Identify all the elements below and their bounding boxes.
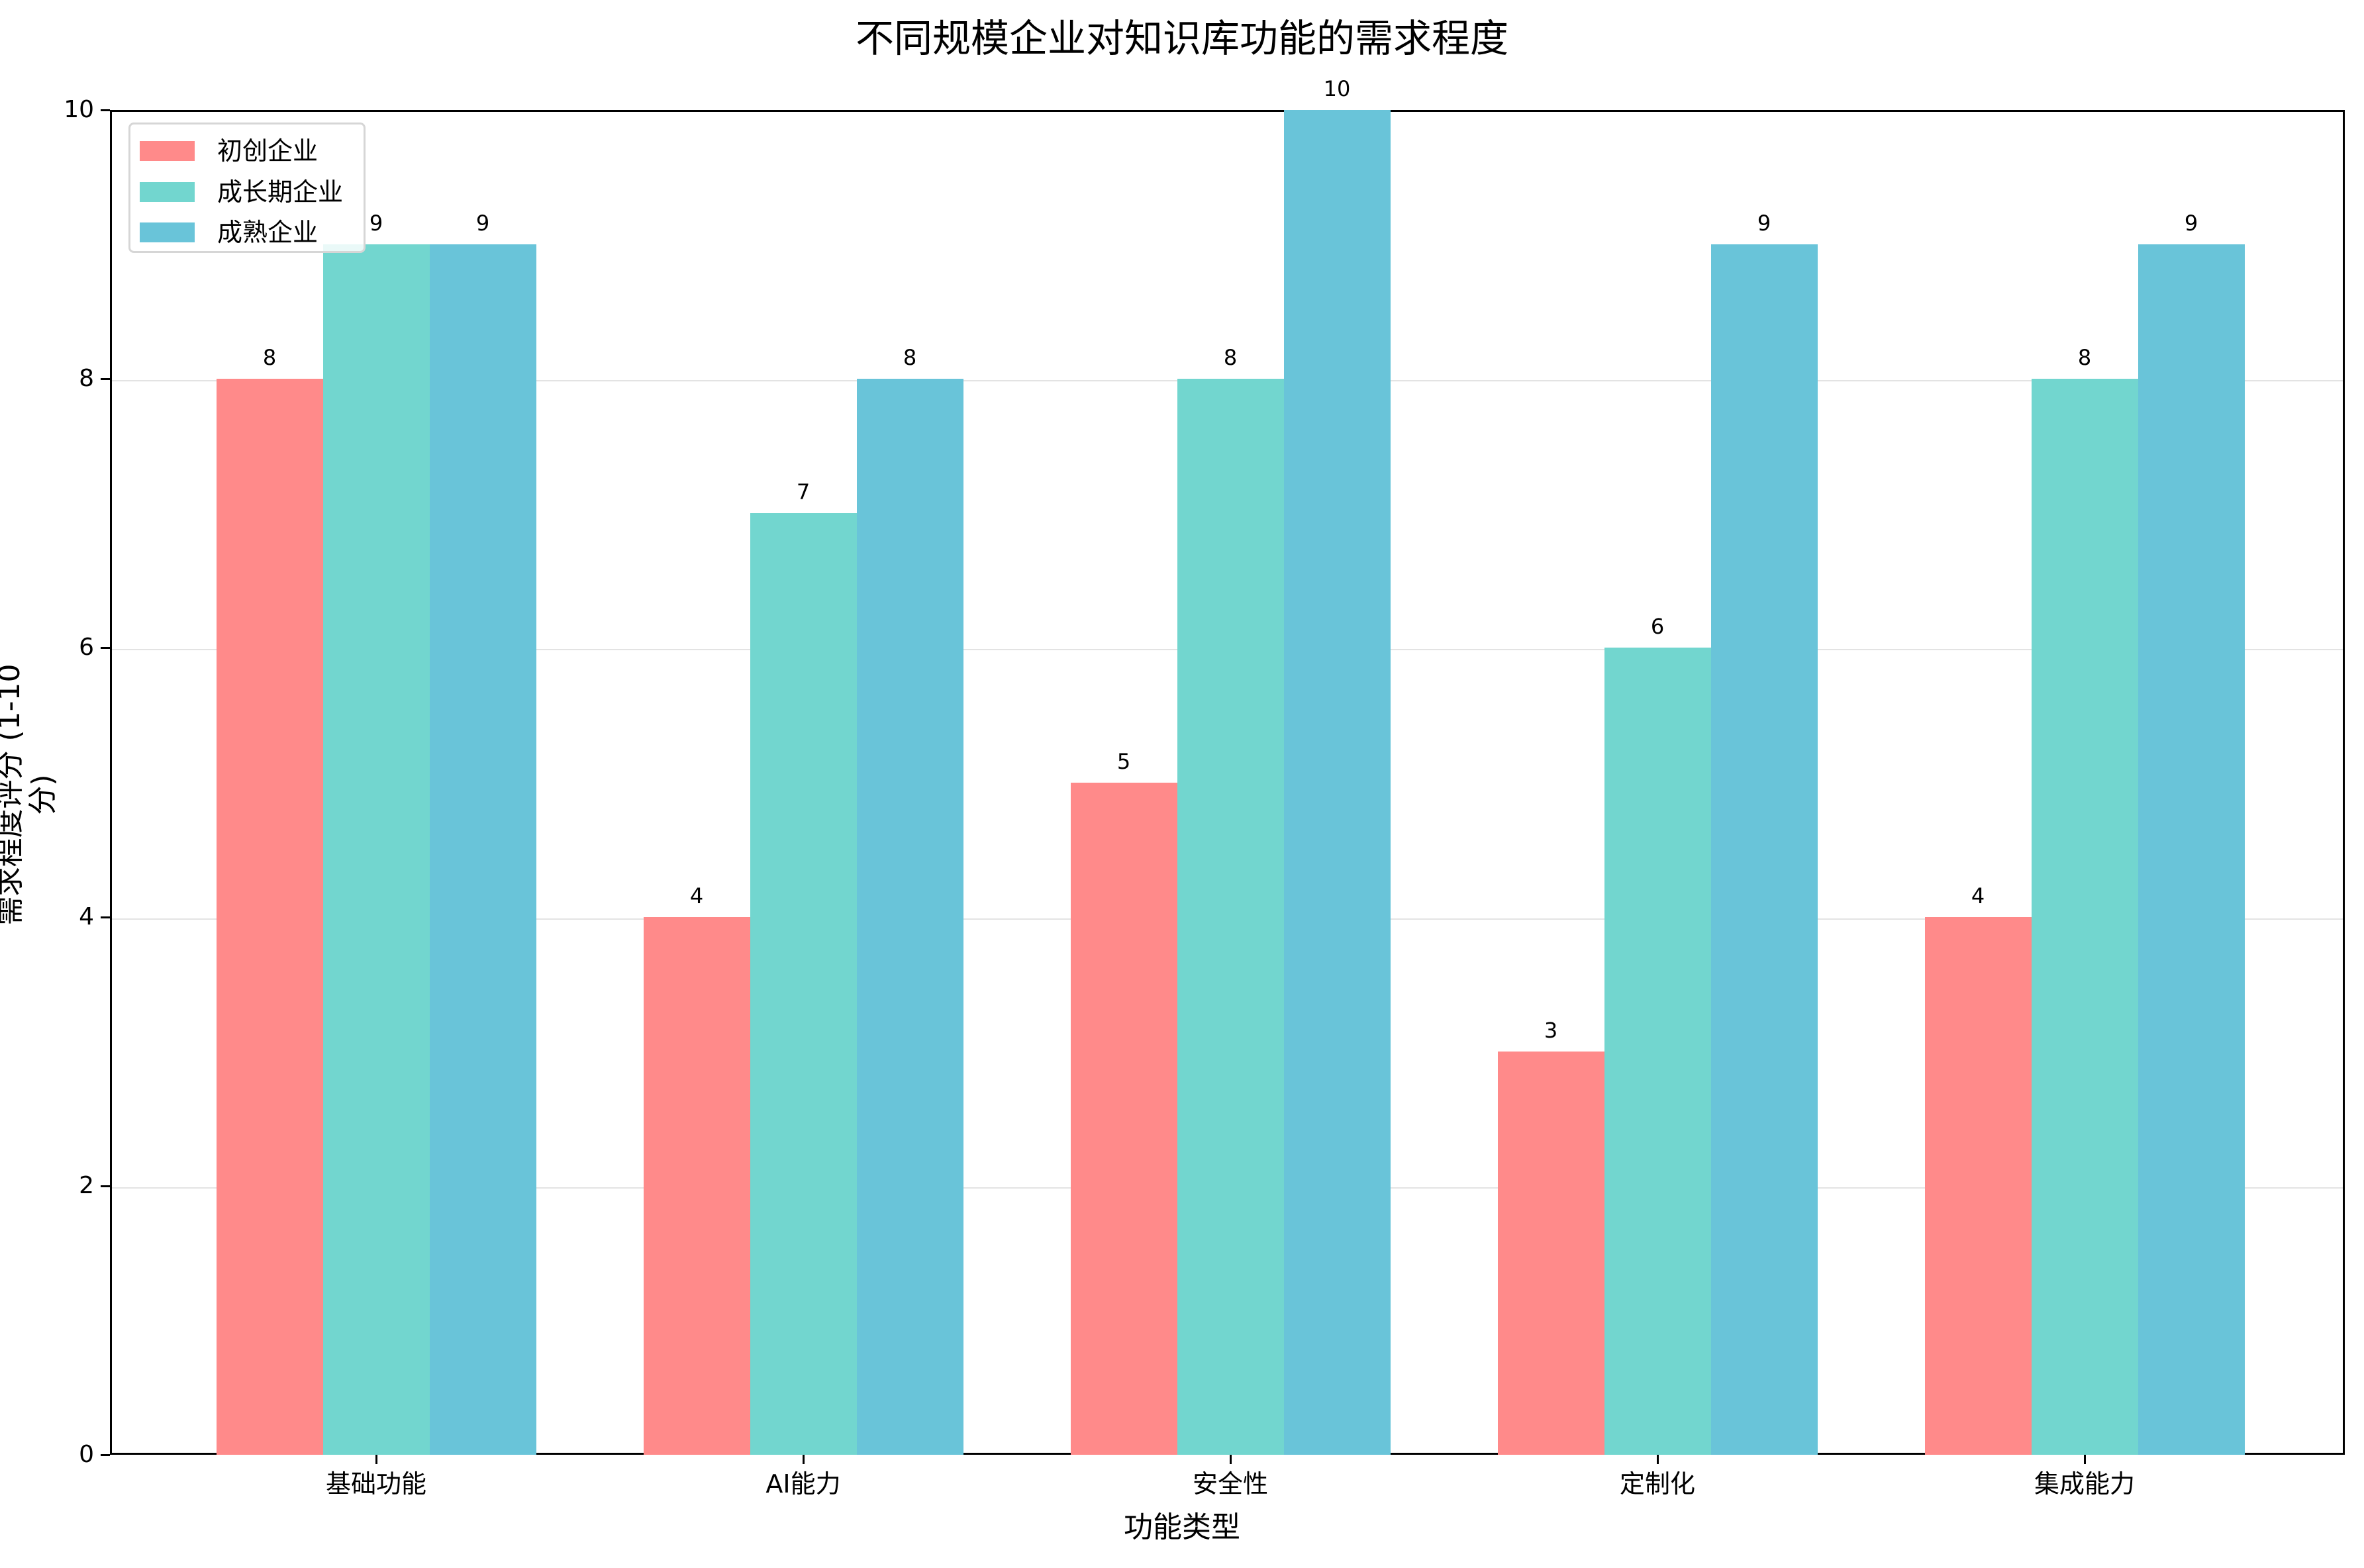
bar-value-label: 7 [796,479,811,505]
bar [2138,244,2245,1455]
legend-item-startup: 初创企业 [140,138,318,164]
bar-value-label: 9 [369,211,383,236]
bar [643,916,750,1455]
y-axis-label: 需求程度评分 (1-10分) [0,663,60,926]
bar [1497,1051,1604,1455]
legend: 初创企业 成长期企业 成熟企业 [128,122,366,253]
bar-value-label: 8 [2077,345,2092,371]
bar [856,379,963,1455]
bar [216,379,323,1455]
legend-item-mature: 成熟企业 [140,219,318,246]
y-tick-label: 6 [79,634,94,662]
y-tick-mark [101,647,110,650]
y-tick-label: 0 [79,1441,94,1468]
legend-swatch [140,182,195,202]
bar [750,513,857,1455]
bar-value-label: 10 [1323,76,1351,101]
bar-value-label: 4 [1971,883,1985,908]
bar-value-label: 6 [1650,614,1665,640]
legend-swatch [140,141,195,161]
bar [1924,916,2032,1455]
y-tick-label: 4 [79,903,94,930]
x-tick-label: 安全性 [1192,1469,1268,1498]
bar-value-label: 9 [2184,211,2198,236]
chart-title: 不同规模企业对知识库功能的需求程度 [855,16,1508,61]
bar [1604,648,1711,1455]
x-tick-mark [375,1455,377,1464]
y-tick-mark [101,916,110,918]
y-tick-mark [101,1454,110,1456]
bar-value-label: 3 [1544,1017,1558,1043]
x-tick-label: AI能力 [765,1469,841,1498]
y-tick-mark [101,378,110,381]
bar-value-label: 9 [475,211,490,236]
bar [429,244,536,1455]
y-tick-label: 8 [79,365,94,393]
x-tick-label: 基础功能 [325,1469,426,1498]
y-tick-label: 2 [79,1171,94,1199]
y-tick-label: 10 [64,96,94,123]
bar [322,244,430,1455]
legend-item-growth: 成长期企业 [140,179,343,205]
legend-swatch [140,222,195,242]
y-tick-mark [101,1185,110,1187]
x-tick-label: 集成能力 [2034,1469,2135,1498]
bar [1070,782,1177,1455]
x-tick-mark [2084,1455,2086,1464]
bar-value-label: 8 [1223,345,1238,371]
bar-value-label: 8 [262,345,277,371]
bar-value-label: 5 [1116,748,1131,774]
legend-label: 初创企业 [217,136,319,166]
bar-value-label: 4 [689,883,704,908]
x-tick-mark [803,1455,805,1464]
x-tick-mark [1657,1455,1659,1464]
bar [1283,110,1391,1455]
x-axis-label: 功能类型 [1124,1510,1240,1544]
bar [1177,379,1284,1455]
bar-value-label: 8 [903,345,917,371]
legend-label: 成长期企业 [217,177,344,207]
y-tick-mark [101,109,110,111]
legend-label: 成熟企业 [217,218,319,247]
bar [1710,244,1818,1455]
bar [2031,379,2138,1455]
bar-value-label: 9 [1757,211,1771,236]
plot-area [110,110,2345,1455]
x-tick-mark [1230,1455,1232,1464]
x-tick-label: 定制化 [1619,1469,1695,1498]
